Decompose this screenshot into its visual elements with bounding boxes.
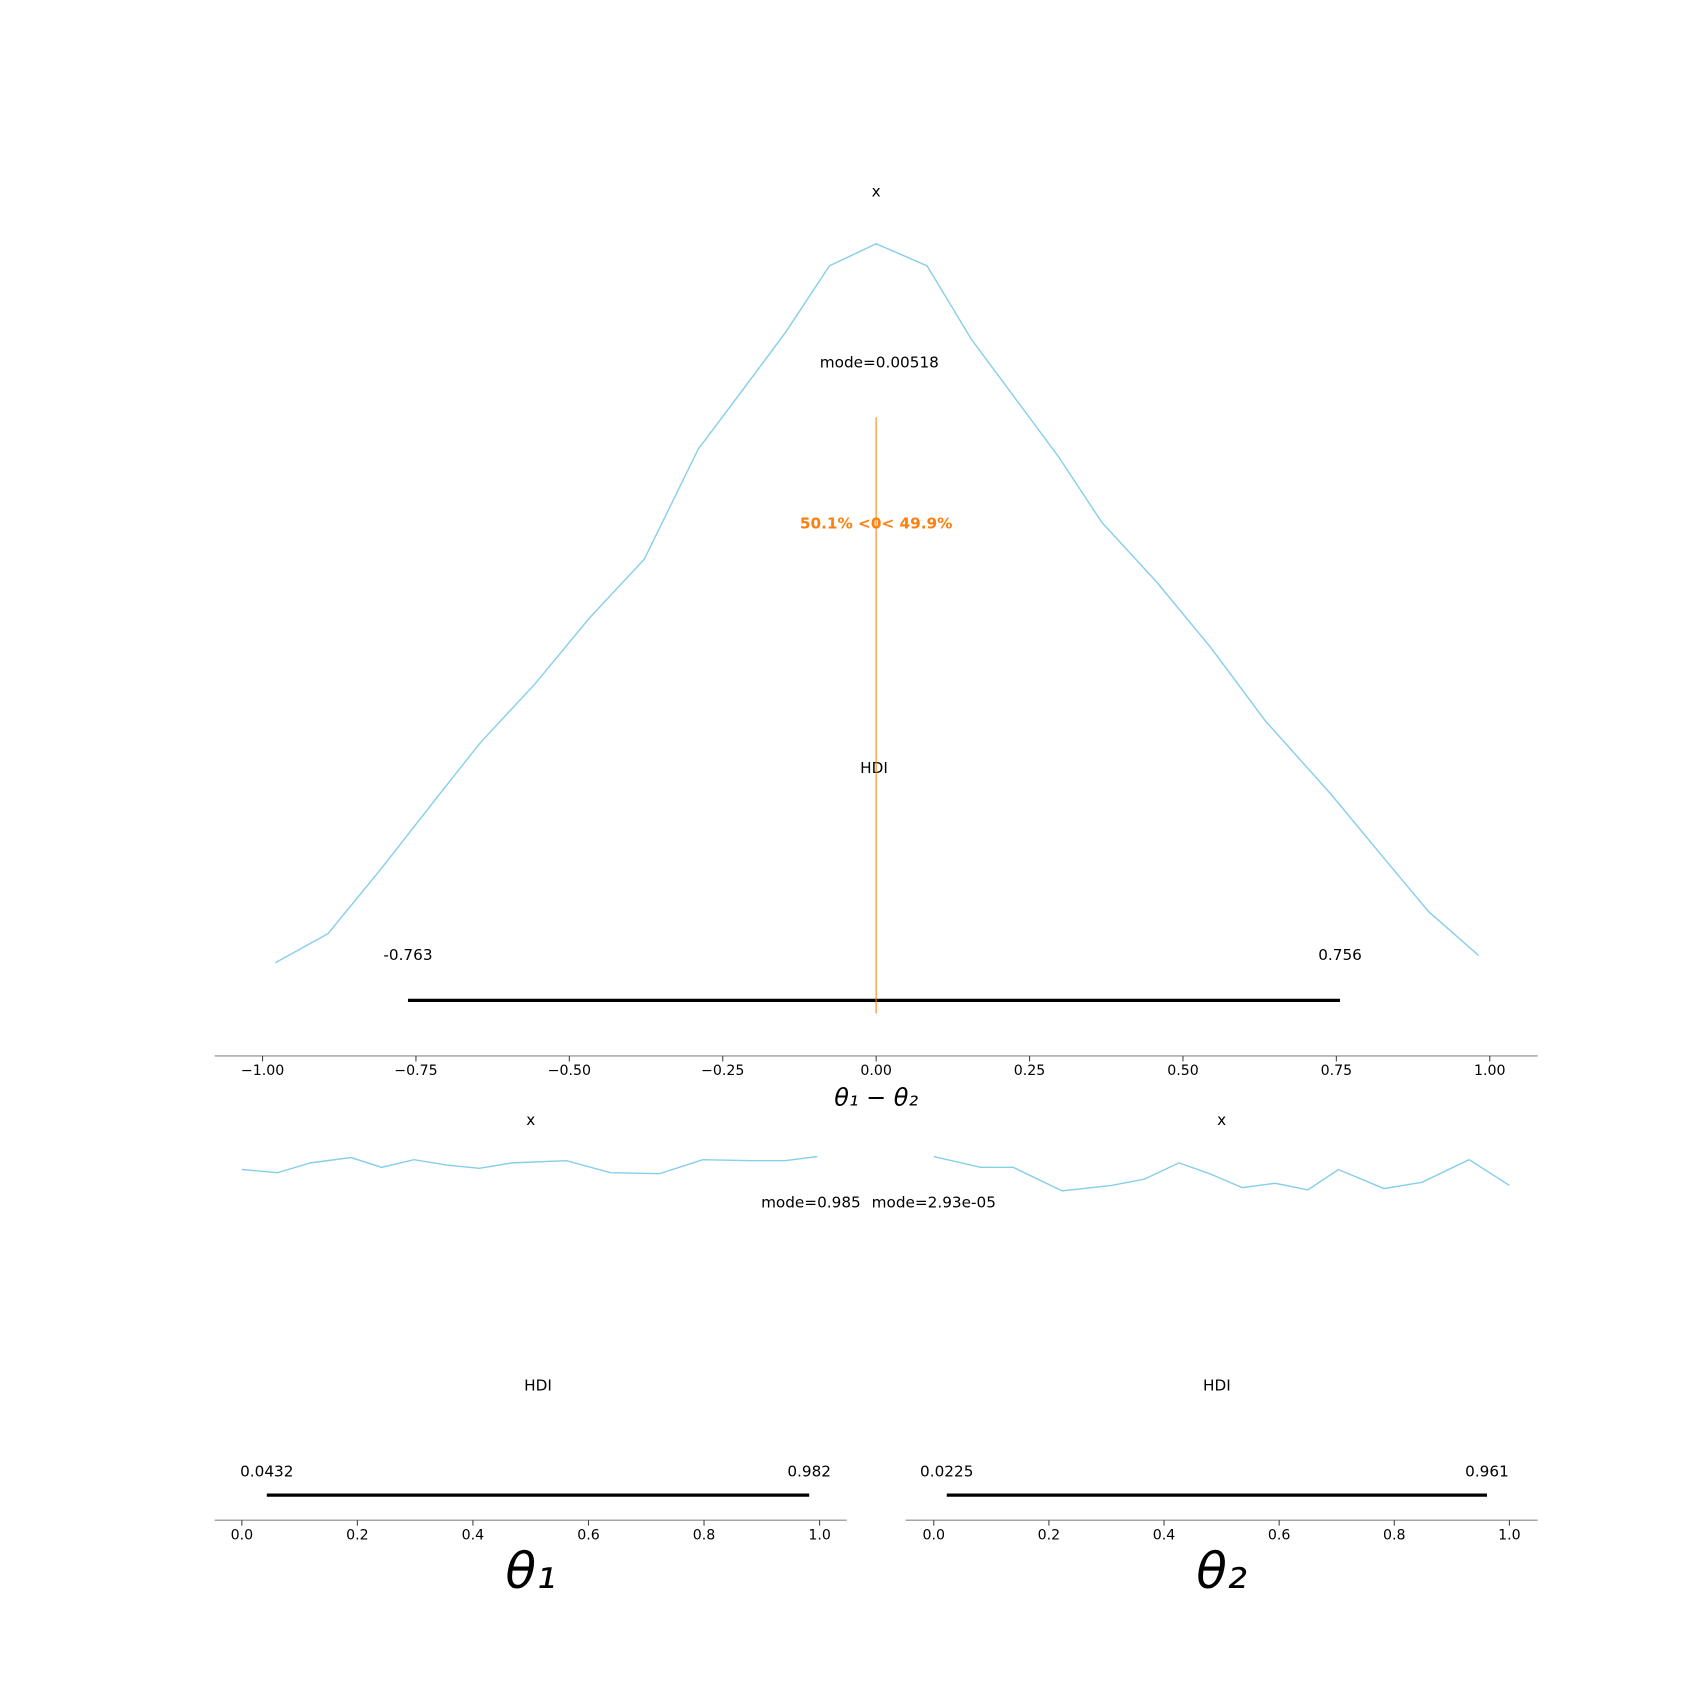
panel-title: x	[526, 1111, 535, 1129]
x-tick-label: 1.0	[1498, 1527, 1521, 1543]
x-tick-label: 0.00	[860, 1063, 892, 1079]
hdi-upper-label: 0.961	[1465, 1463, 1509, 1481]
mode-label: mode=2.93e-05	[872, 1194, 996, 1212]
x-tick-label: −1.00	[241, 1063, 284, 1079]
x-tick-label: 0.2	[1038, 1527, 1061, 1543]
x-tick-label: 0.8	[693, 1527, 716, 1543]
x-tick-label: 0.6	[577, 1527, 600, 1543]
x-axis-label: θ₁	[505, 1541, 556, 1600]
hdi-upper-label: 0.982	[787, 1463, 831, 1481]
x-tick-label: 0.4	[1153, 1527, 1176, 1543]
x-tick-label: 0.75	[1321, 1063, 1353, 1079]
x-axis-label: θ₂	[1196, 1541, 1247, 1600]
hdi-label: HDI	[524, 1377, 552, 1395]
x-tick-label: 0.0	[923, 1527, 946, 1543]
x-tick-label: −0.50	[548, 1063, 591, 1079]
x-tick-label: −0.75	[394, 1063, 437, 1079]
x-tick-label: 0.4	[462, 1527, 485, 1543]
x-tick-label: 0.25	[1014, 1063, 1046, 1079]
density-curve	[275, 242, 1480, 964]
ref-label: 50.1% <0< 49.9%	[800, 515, 953, 533]
x-tick-label: −0.25	[701, 1063, 744, 1079]
density-curve	[933, 1155, 1510, 1192]
mode-label: mode=0.985	[761, 1194, 861, 1212]
hdi-lower-label: 0.0432	[240, 1463, 293, 1481]
panel-title: x	[872, 182, 881, 200]
x-tick-label: 0.8	[1383, 1527, 1406, 1543]
hdi-label: HDI	[1203, 1377, 1231, 1395]
hdi-label: HDI	[860, 759, 888, 777]
panel-title: x	[1217, 1111, 1226, 1129]
x-tick-label: 0.2	[346, 1527, 369, 1543]
mode-label: mode=0.00518	[820, 353, 939, 371]
x-tick-label: 1.00	[1474, 1063, 1506, 1079]
hdi-lower-label: -0.763	[383, 946, 432, 964]
hdi-lower-label: 0.0225	[920, 1463, 973, 1481]
x-tick-label: 0.0	[231, 1527, 254, 1543]
x-tick-label: 1.0	[808, 1527, 831, 1543]
x-tick-label: 0.50	[1167, 1063, 1199, 1079]
x-tick-label: 0.6	[1268, 1527, 1291, 1543]
x-axis-label: θ₁ − θ₂	[834, 1083, 918, 1111]
hdi-upper-label: 0.756	[1318, 946, 1362, 964]
density-curve	[241, 1155, 818, 1175]
